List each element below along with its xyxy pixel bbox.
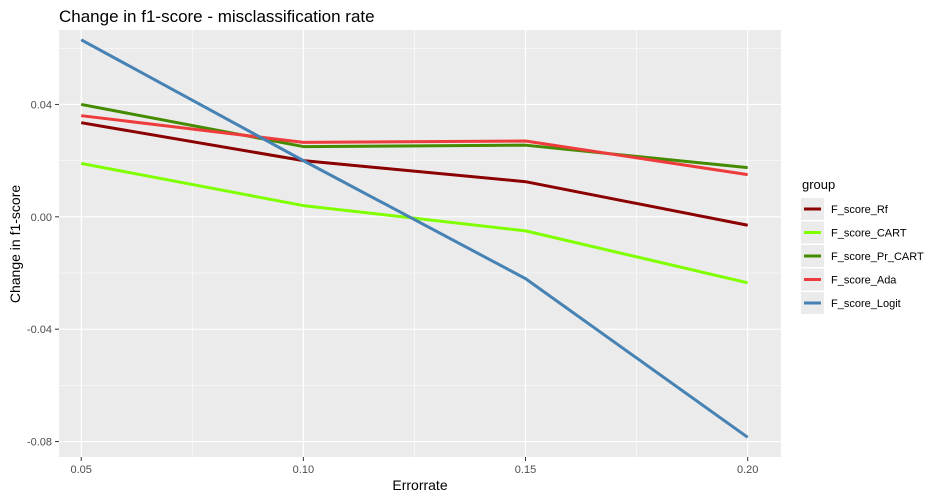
x-axis-title: Errorrate <box>392 477 447 493</box>
y-tick-label: -0.08 <box>27 437 52 449</box>
legend: group F_score_Rf F_score_CART F_score_Pr_C… <box>801 177 924 314</box>
y-axis-title: Change in f1-score <box>7 185 23 304</box>
x-tick-label: 0.05 <box>71 464 92 476</box>
legend-label-f-score-rf: F_score_Rf <box>831 204 889 216</box>
chart-title: Change in f1-score - misclassification r… <box>59 7 375 26</box>
y-tick-label: 0.00 <box>31 212 52 224</box>
grid-lines <box>59 30 781 457</box>
y-tick-label: -0.04 <box>27 324 52 336</box>
series-lines <box>80 38 749 439</box>
plot-panel <box>59 30 781 457</box>
axes: 0.05 0.10 0.15 0.20 -0.08 -0.04 0.00 0.04 <box>27 99 758 476</box>
x-tick-label: 0.15 <box>515 464 536 476</box>
legend-label-f-score-ada: F_score_Ada <box>831 275 897 287</box>
legend-label-f-score-logit: F_score_Logit <box>831 298 901 310</box>
x-tick-label: 0.20 <box>737 464 758 476</box>
legend-title: group <box>802 177 835 192</box>
legend-label-f-score-cart: F_score_CART <box>831 228 907 240</box>
series-line-f-score-logit <box>80 38 749 439</box>
y-tick-label: 0.04 <box>31 99 52 111</box>
series-line-f-score-ada <box>81 114 748 177</box>
x-tick-label: 0.10 <box>293 464 314 476</box>
series-line-f-score-rf <box>80 121 748 227</box>
legend-label-f-score-pr-cart: F_score_Pr_CART <box>831 251 924 263</box>
